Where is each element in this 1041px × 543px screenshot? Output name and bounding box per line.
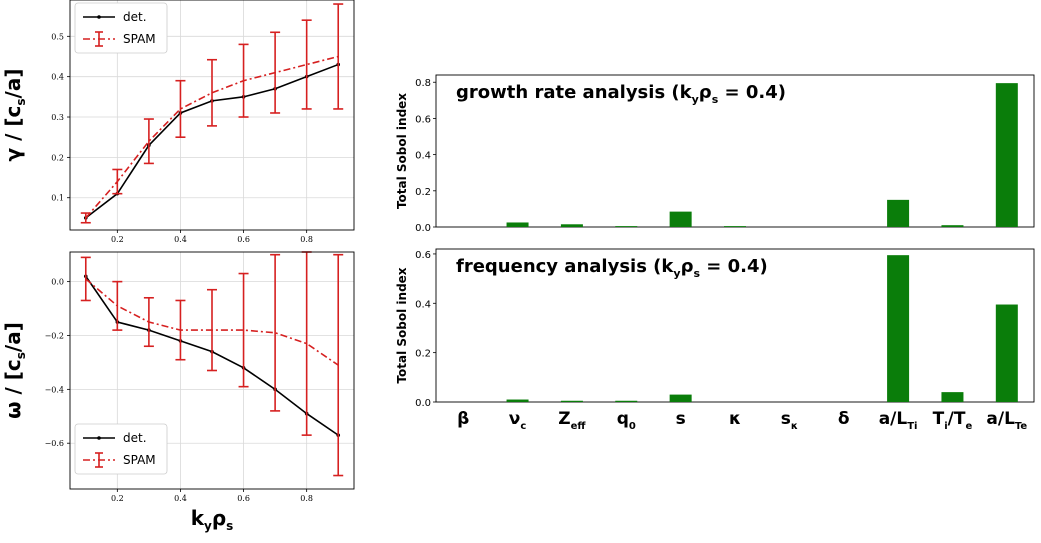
y-tick-label: 0.2 <box>415 349 431 360</box>
y-tick-label: 0.0 <box>415 398 431 409</box>
x-axis-label: kyρs <box>191 506 234 533</box>
panel-title: frequency analysis (kyρs = 0.4) <box>456 256 768 280</box>
x-tick-label: 0.4 <box>174 494 187 503</box>
x-tick-label: νc <box>509 409 527 432</box>
x-tick-label: a/LTe <box>986 409 1027 432</box>
bar <box>560 224 583 227</box>
x-tick-label: β <box>457 409 469 429</box>
y-axis-label: Total Sobol index <box>395 93 409 209</box>
x-tick-label: Ti/Te <box>933 409 973 432</box>
bar <box>724 226 746 227</box>
y-tick-label: 0.1 <box>51 194 64 203</box>
y-tick-label: 0.0 <box>51 278 64 287</box>
x-tick-label: 0.8 <box>300 494 313 503</box>
x-tick-label: 0.6 <box>237 235 250 244</box>
x-tick-label: 0.4 <box>174 235 187 244</box>
x-tick-label: 0.8 <box>300 235 313 244</box>
plot-frame <box>435 74 1035 228</box>
y-tick-label: 0.4 <box>51 73 64 82</box>
panel-sobol-growth: 0.0 0.2 0.4 0.6 0.8 growth rate analysis (kyρ… <box>395 74 1035 234</box>
y-axis-label: Total Sobol index <box>395 267 409 383</box>
plot-frame <box>435 248 1035 403</box>
series-line-spam <box>85 55 339 219</box>
bar <box>995 304 1018 402</box>
bar <box>615 226 638 227</box>
x-tick-label: s <box>676 409 686 429</box>
series-line-spam <box>85 278 339 366</box>
bar <box>506 222 529 227</box>
legend-label-det: det. <box>123 431 147 445</box>
plot-frame <box>69 251 355 490</box>
x-tick-label: q0 <box>617 409 636 432</box>
legend: det. SPAM <box>74 423 168 475</box>
x-tick-label: κ <box>729 409 741 429</box>
y-tick-label: 0.3 <box>51 113 64 122</box>
y-tick-label: 0.6 <box>415 250 431 261</box>
x-tick-label: a/LTi <box>879 409 918 432</box>
panel-growth: 0.2 0.4 0.6 0.8 0.1 0.2 0.3 0.4 0.5 det. SPAM γ / [… <box>1 0 355 244</box>
y-tick-label: 0.4 <box>415 151 431 162</box>
bar <box>941 392 964 402</box>
x-tick-label: 0.6 <box>237 494 250 503</box>
y-tick-label: 0.2 <box>415 187 431 198</box>
y-axis-label: ω / [cs/a] <box>1 322 28 419</box>
legend: det. SPAM <box>74 2 168 54</box>
panel-frequency: 0.2 0.4 0.6 0.8 −0.6 −0.4 −0.2 0.0 det. SPAM ω / [… <box>1 251 355 533</box>
legend-marker-det <box>97 15 101 19</box>
x-tick-label: δ <box>838 409 850 429</box>
panel-title: growth rate analysis (kyρs = 0.4) <box>456 82 786 106</box>
plot-frame <box>69 0 355 231</box>
y-tick-label: −0.6 <box>45 439 64 448</box>
y-tick-label: −0.4 <box>45 385 64 394</box>
x-tick-label: sκ <box>781 409 798 432</box>
x-tick-label: 0.2 <box>111 494 124 503</box>
x-tick-label: Zeff <box>558 409 586 432</box>
bar <box>887 255 910 402</box>
bar <box>669 394 692 402</box>
bar <box>995 83 1018 228</box>
bar <box>669 211 692 227</box>
y-tick-label: 0.8 <box>415 78 431 89</box>
y-tick-label: 0.5 <box>51 32 64 41</box>
x-tick-label: 0.2 <box>111 235 124 244</box>
bar <box>560 400 583 402</box>
y-tick-label: −0.2 <box>45 331 64 340</box>
y-tick-label: 0.2 <box>51 153 64 162</box>
bar <box>941 225 964 227</box>
y-axis-label: γ / [cs/a] <box>1 69 28 162</box>
legend-marker-det <box>97 436 101 440</box>
legend-box <box>74 2 168 54</box>
bar <box>506 399 529 402</box>
legend-label-spam: SPAM <box>123 453 156 467</box>
bar <box>887 199 910 227</box>
panel-sobol-frequency: 0.0 0.2 0.4 0.6 frequency analysis (kyρs = 0… <box>395 248 1035 432</box>
y-tick-label: 0.6 <box>415 114 431 125</box>
bar <box>615 400 638 402</box>
y-tick-label: 0.0 <box>415 223 431 234</box>
legend-label-det: det. <box>123 10 147 24</box>
legend-label-spam: SPAM <box>123 32 156 46</box>
legend-box <box>74 423 168 475</box>
y-tick-label: 0.4 <box>415 299 431 310</box>
